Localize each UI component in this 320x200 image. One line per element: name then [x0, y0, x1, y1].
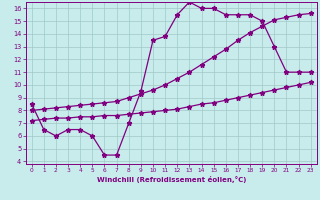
X-axis label: Windchill (Refroidissement éolien,°C): Windchill (Refroidissement éolien,°C) [97, 176, 246, 183]
